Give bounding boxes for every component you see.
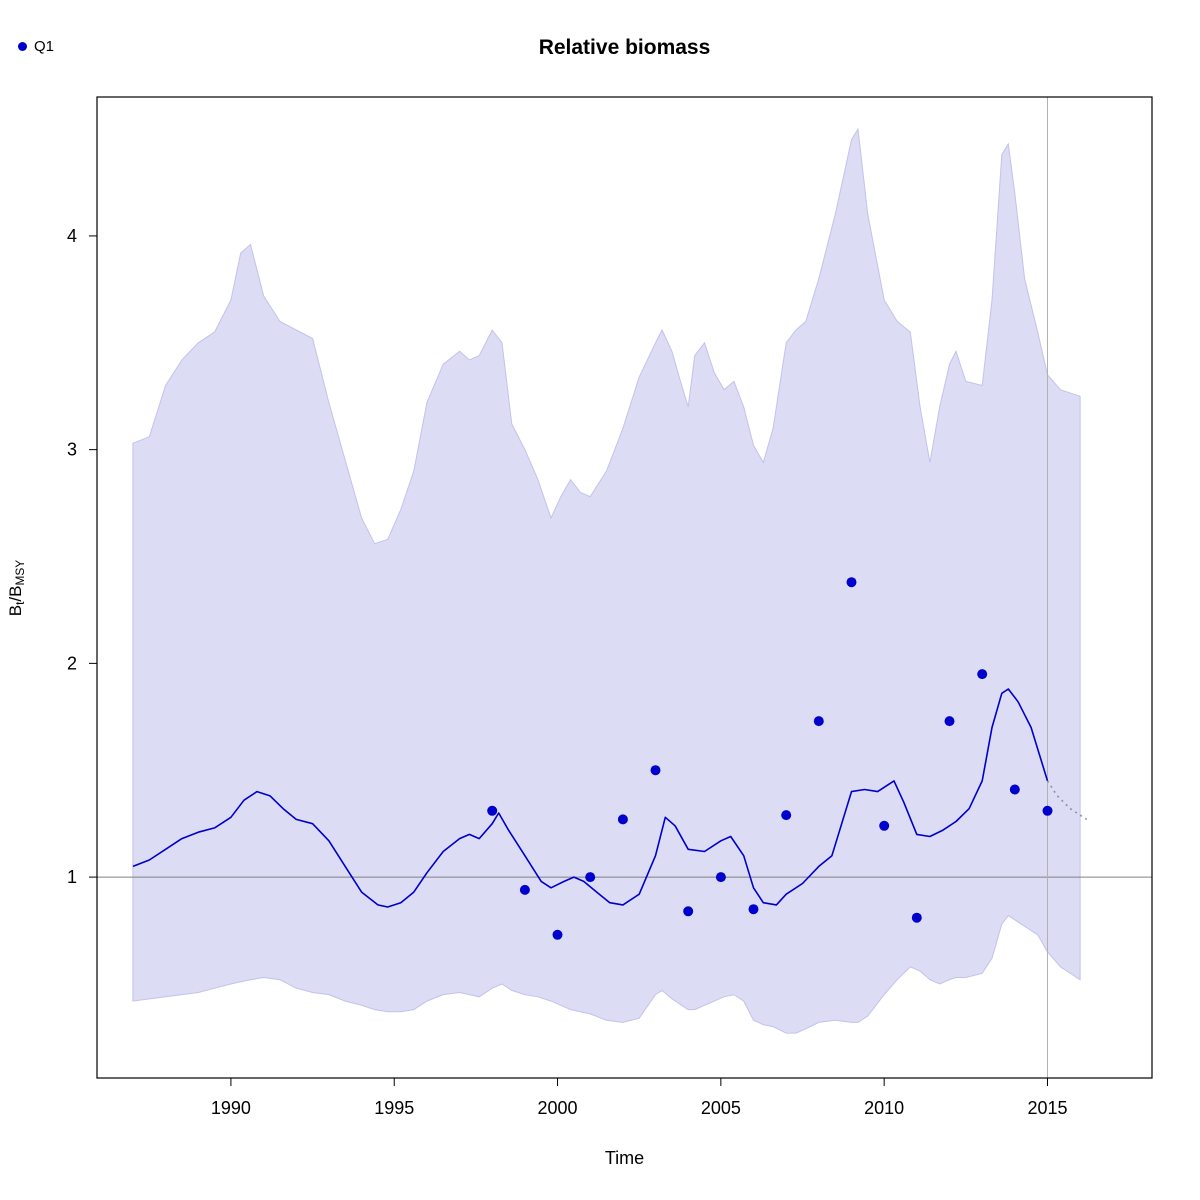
- observation-point: [585, 872, 596, 883]
- chart-title: Relative biomass: [538, 36, 711, 59]
- observation-point: [944, 716, 955, 727]
- observation-point: [879, 820, 890, 831]
- observation-point: [748, 904, 759, 915]
- observation-point: [977, 669, 988, 680]
- legend: Q1: [18, 38, 54, 55]
- observation-point: [617, 814, 628, 825]
- y-tick-label: 3: [67, 440, 77, 460]
- observation-point: [519, 884, 530, 895]
- observation-point: [1042, 805, 1053, 816]
- y-axis-label: Bt/BMSY: [6, 559, 28, 617]
- legend-dot-icon: [18, 42, 27, 51]
- observation-point: [715, 872, 726, 883]
- observation-point: [846, 577, 857, 588]
- y-tick-label: 2: [67, 653, 77, 673]
- x-tick-label: 2000: [538, 1098, 578, 1118]
- estimate-line: [132, 688, 1049, 908]
- observation-point: [781, 810, 792, 821]
- x-tick-label: 2015: [1027, 1098, 1067, 1118]
- observation-point: [683, 906, 694, 917]
- x-axis-label: Time: [604, 1148, 645, 1168]
- legend-label: Q1: [34, 38, 55, 55]
- x-tick-label: 1990: [211, 1098, 251, 1118]
- observation-point: [1009, 784, 1020, 795]
- observation-point: [487, 805, 498, 816]
- x-tick-label: 1995: [374, 1098, 414, 1118]
- observation-point: [552, 929, 563, 940]
- x-tick-label: 2005: [701, 1098, 741, 1118]
- x-tick-label: 2010: [864, 1098, 904, 1118]
- y-tick-label: 4: [67, 226, 77, 246]
- confidence-band: [132, 127, 1081, 1034]
- y-tick-label: 1: [67, 867, 77, 887]
- observation-point: [813, 716, 824, 727]
- observation-point: [911, 912, 922, 923]
- plot-border: [96, 96, 1153, 1079]
- observation-point: [650, 765, 661, 776]
